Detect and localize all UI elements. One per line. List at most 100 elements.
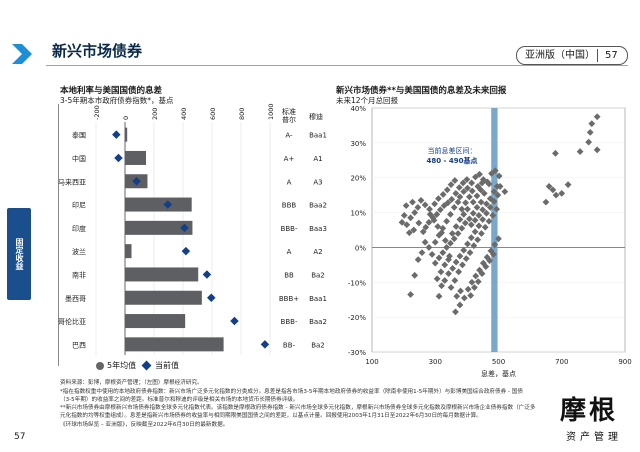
scatter-point	[471, 284, 478, 291]
scatter-point	[451, 177, 459, 184]
scatter-point	[593, 113, 601, 121]
current-spread-band	[491, 108, 498, 352]
region-badge: 亚洲版（中国） 57	[516, 46, 628, 65]
legend-avg-marker	[96, 362, 104, 370]
current-marker	[112, 130, 121, 139]
scatter-point	[545, 183, 553, 190]
scatter-point	[486, 257, 494, 265]
scatter-point	[471, 216, 479, 224]
scatter-point	[439, 249, 447, 257]
sp-column-header: 标准普尔	[282, 108, 296, 124]
scatter-point	[409, 198, 416, 206]
scatter-point	[477, 186, 485, 194]
x-tick-label: 700	[555, 358, 568, 366]
scatter-point	[441, 261, 449, 269]
scatter-point	[460, 246, 468, 254]
scatter-point	[402, 202, 410, 209]
section-tab	[7, 208, 31, 300]
scatter-point	[451, 277, 459, 284]
scatter-point	[439, 191, 447, 198]
scatter-point	[435, 254, 443, 262]
scatter-point	[468, 187, 476, 195]
scatter-point	[585, 138, 593, 146]
scatter-point	[452, 258, 460, 266]
scatter-point	[417, 196, 425, 204]
scatter-point	[466, 193, 473, 201]
current-marker	[114, 153, 123, 163]
scatter-point	[431, 200, 439, 208]
region-label: 亚洲版（中国）	[525, 50, 595, 61]
x-tick-label: 400	[180, 108, 188, 120]
sp-rating: BBB-	[281, 318, 298, 326]
moodys-rating: A3	[313, 178, 322, 186]
scatter-point	[486, 203, 494, 211]
footnote-1: 资料来源：彭博，摩根资产管理；（左图）摩根经济研究。	[60, 380, 203, 386]
scatter-point	[482, 263, 490, 270]
scatter-point	[484, 178, 491, 186]
moodys-rating: Baa3	[309, 225, 327, 233]
scatter-point	[456, 252, 464, 260]
scatter-point	[426, 210, 434, 218]
scatter-point	[410, 226, 418, 234]
x-tick-label: -200	[93, 105, 101, 120]
brand-logo-subtitle: 资产管理	[566, 432, 622, 443]
moodys-rating: Ba2	[311, 271, 325, 279]
scatter-point	[431, 238, 439, 246]
scatter-point	[443, 217, 451, 225]
avg-bar	[125, 197, 192, 212]
footnote-5: 元化指数的均等权重组成）。息差是指新兴市场债券的收益率与相同期限美国国债之间的差…	[60, 413, 482, 419]
scatter-point	[428, 251, 436, 258]
category-label: 巴西	[72, 341, 86, 349]
sp-rating: BBB	[282, 202, 297, 210]
scatter-point	[495, 235, 502, 243]
scatter-point	[462, 255, 470, 262]
scatter-point	[456, 216, 464, 223]
current-marker	[163, 200, 173, 209]
scatter-point	[400, 211, 408, 219]
scatter-point	[481, 223, 489, 231]
y-tick-label: 40%	[350, 105, 366, 113]
scatter-point	[441, 237, 449, 244]
scatter-point	[479, 216, 487, 223]
scatter-point	[447, 210, 454, 218]
y-tick-label: -30%	[348, 349, 366, 357]
avg-bar	[125, 290, 202, 305]
footnote-6: 《环球市场纵览 – 亚洲版》，反映截至2022年6月30日的最新数据。	[60, 422, 229, 428]
scatter-point	[407, 214, 414, 222]
scatter-point	[501, 188, 509, 196]
scatter-point	[466, 215, 473, 223]
current-marker	[260, 340, 270, 349]
current-marker	[207, 293, 216, 302]
scatter-point	[456, 193, 464, 201]
scatter-point	[450, 203, 458, 211]
scatter-point	[430, 216, 438, 224]
sp-rating: A-	[285, 132, 293, 140]
scatter-point	[552, 191, 560, 199]
scatter-point	[421, 238, 429, 246]
legend-current-label: 当前值	[155, 361, 179, 370]
scatter-point	[445, 256, 452, 264]
sp-rating: BBB-	[281, 225, 298, 233]
avg-bar	[125, 220, 193, 235]
scatter-point	[457, 287, 464, 295]
scatter-point	[593, 146, 601, 154]
scatter-point	[490, 251, 497, 258]
sp-rating: BBB+	[279, 295, 299, 303]
sp-rating: A+	[284, 155, 295, 163]
scatter-point	[426, 205, 433, 213]
scatter-point	[494, 191, 502, 199]
scatter-point	[475, 211, 483, 219]
scatter-point	[463, 176, 471, 183]
scatter-point	[405, 229, 413, 237]
left-chart-subtitle: 3-5年期本市政府债券指数*，基点	[60, 96, 174, 105]
annotation-line1: 当前息差区间：	[427, 147, 477, 155]
scatter-point	[460, 188, 468, 196]
scatter-point	[486, 195, 494, 203]
scatter-point	[473, 203, 481, 211]
annotation-line2: 480 - 490基点	[426, 157, 478, 165]
scatter-point	[472, 173, 479, 181]
category-label: 哥伦比亚	[58, 317, 86, 326]
scatter-point	[435, 195, 442, 203]
scatter-point	[476, 170, 483, 178]
